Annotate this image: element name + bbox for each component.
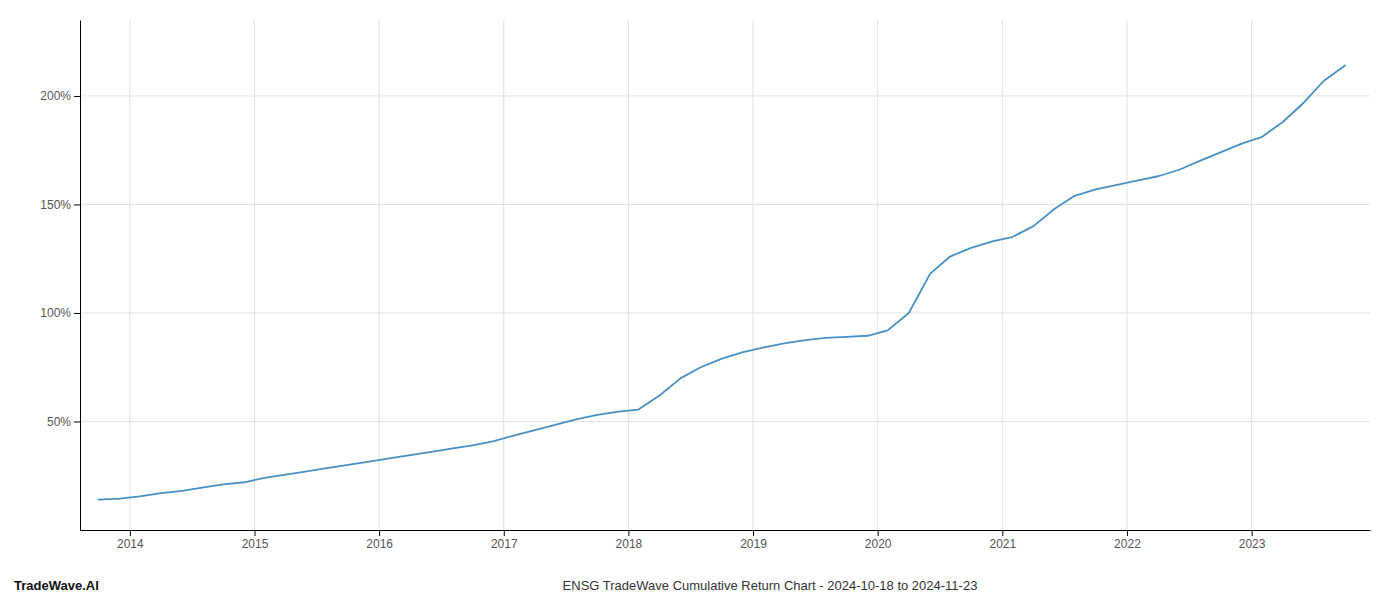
x-tick-mark: [1252, 530, 1253, 536]
y-tick: 50%: [47, 415, 80, 429]
x-tick-mark: [878, 530, 879, 536]
x-tick-mark: [254, 530, 255, 536]
x-tick: 2022: [1114, 530, 1141, 551]
y-axis: 50% 100% 150% 200%: [40, 21, 80, 531]
grid-line-x: [379, 20, 380, 530]
x-tick-label: 2017: [491, 537, 518, 551]
grid-line-y: [80, 95, 1370, 96]
chart: 2014 2015 2016 2017 2018 2019 2020 2021 2022 2023…: [0, 0, 1400, 600]
grid-line-x: [129, 20, 130, 530]
x-tick-label: 2014: [117, 537, 144, 551]
y-tick: 100%: [40, 306, 80, 320]
x-axis: 2014 2015 2016 2017 2018 2019 2020 2021 2022 2023: [81, 530, 1371, 551]
x-tick-mark: [379, 530, 380, 536]
grid-line-x: [1251, 20, 1252, 530]
x-tick-label: 2018: [616, 537, 643, 551]
x-tick-mark: [504, 530, 505, 536]
x-tick-label: 2015: [242, 537, 269, 551]
x-tick: 2018: [616, 530, 643, 551]
grid-line-x: [628, 20, 629, 530]
x-tick: 2014: [117, 530, 144, 551]
y-tick-mark: [74, 313, 80, 314]
grid-line-x: [503, 20, 504, 530]
x-tick: 2016: [366, 530, 393, 551]
y-tick-mark: [74, 204, 80, 205]
x-tick: 2021: [989, 530, 1016, 551]
watermark: TradeWave.AI: [14, 578, 99, 593]
y-tick-label: 50%: [47, 415, 71, 429]
line: [99, 66, 1345, 500]
x-tick-label: 2016: [366, 537, 393, 551]
grid-line-x: [877, 20, 878, 530]
plot-area: [99, 66, 1345, 500]
grid-line-y: [80, 421, 1370, 422]
grid-line-x: [1126, 20, 1127, 530]
grid-line-y: [80, 312, 1370, 313]
y-tick: 150%: [40, 198, 80, 212]
x-tick-label: 2021: [989, 537, 1016, 551]
x-tick-label: 2023: [1239, 537, 1266, 551]
grid-line-x: [254, 20, 255, 530]
x-tick-mark: [1127, 530, 1128, 536]
y-tick-mark: [74, 421, 80, 422]
x-tick-mark: [628, 530, 629, 536]
title: ENSG TradeWave Cumulative Return Chart -…: [563, 578, 978, 593]
x-tick-label: 2022: [1114, 537, 1141, 551]
x-tick-label: 2020: [865, 537, 892, 551]
grid-line-y: [80, 204, 1370, 205]
y-tick-label: 200%: [40, 89, 71, 103]
x-tick: 2015: [242, 530, 269, 551]
x-tick: 2020: [865, 530, 892, 551]
x-tick-mark: [1002, 530, 1003, 536]
x-axis-line: [81, 530, 1371, 531]
x-tick-mark: [130, 530, 131, 536]
x-tick: 2023: [1239, 530, 1266, 551]
x-tick: 2017: [491, 530, 518, 551]
y-tick-label: 100%: [40, 306, 71, 320]
y-tick: 200%: [40, 89, 80, 103]
grid-line-x: [1002, 20, 1003, 530]
grid: [80, 20, 1370, 530]
grid-line-x: [753, 20, 754, 530]
x-tick-label: 2019: [740, 537, 767, 551]
y-axis-line: [80, 21, 81, 531]
x-tick-mark: [753, 530, 754, 536]
y-tick-mark: [74, 96, 80, 97]
y-tick-label: 150%: [40, 198, 71, 212]
x-tick: 2019: [740, 530, 767, 551]
